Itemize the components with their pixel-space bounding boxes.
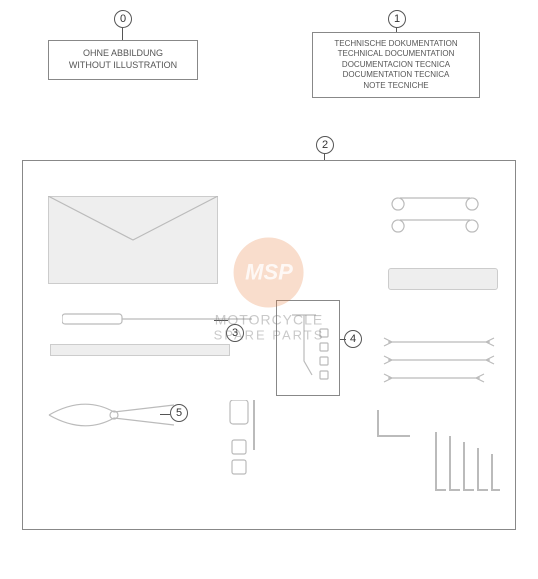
tool-bar xyxy=(50,344,230,356)
callout-0: 0 xyxy=(114,10,132,28)
tool-sockets xyxy=(220,400,260,500)
tool-spanners-open xyxy=(380,330,510,400)
tool-pliers xyxy=(44,390,184,440)
tool-envelope-fold xyxy=(48,196,218,284)
box-without-illustration: OHNE ABBILDUNG WITHOUT ILLUSTRATION xyxy=(48,40,198,80)
tool-kit-box xyxy=(276,300,340,396)
tool-tray xyxy=(388,268,498,290)
callout-3: 3 xyxy=(226,324,244,342)
box0-line2: WITHOUT ILLUSTRATION xyxy=(69,60,177,72)
box0-line1: OHNE ABBILDUNG xyxy=(83,48,163,60)
callout-5: 5 xyxy=(170,404,188,422)
callout-4-line xyxy=(340,339,346,340)
box1-line4: DOCUMENTATION TECNICA xyxy=(343,70,450,80)
callout-5-line xyxy=(160,414,170,415)
tool-t-handle xyxy=(276,301,340,395)
tool-hex-set xyxy=(430,430,510,510)
callout-3-line xyxy=(214,320,228,321)
box1-line2: TECHNICAL DOCUMENTATION xyxy=(338,49,455,59)
callout-2: 2 xyxy=(316,136,334,154)
tool-hex-single xyxy=(370,406,420,446)
box1-line3: DOCUMENTACION TECNICA xyxy=(342,60,450,70)
callout-0-line xyxy=(122,28,123,40)
box1-line1: TECHNISCHE DOKUMENTATION xyxy=(334,39,457,49)
box-technical-documentation: TECHNISCHE DOKUMENTATION TECHNICAL DOCUM… xyxy=(312,32,480,98)
callout-4: 4 xyxy=(344,330,362,348)
box1-line5: NOTE TECNICHE xyxy=(363,81,428,91)
tool-spanners-closed xyxy=(390,180,500,260)
callout-1: 1 xyxy=(388,10,406,28)
